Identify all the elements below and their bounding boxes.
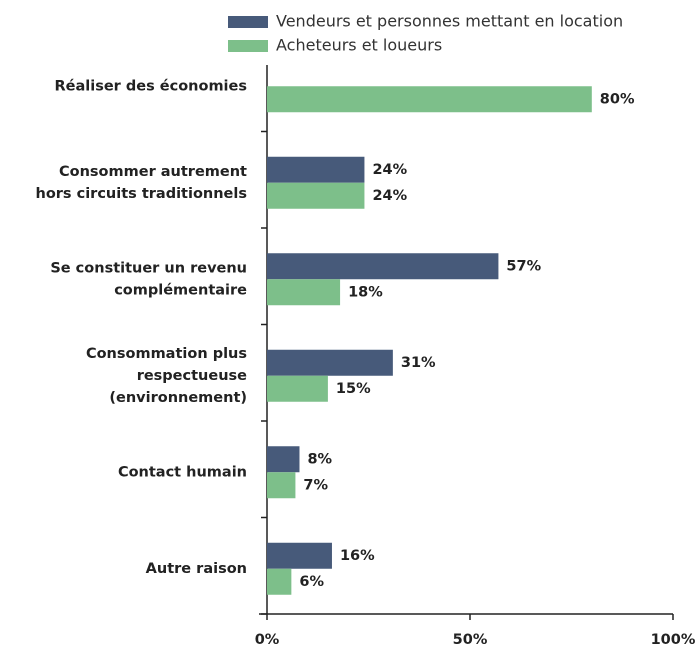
value-label: 31% bbox=[401, 355, 436, 371]
legend-swatch bbox=[228, 16, 268, 28]
bar bbox=[267, 86, 592, 113]
value-label: 24% bbox=[372, 162, 407, 178]
x-tick-label: 100% bbox=[651, 632, 696, 648]
bar bbox=[267, 253, 499, 280]
category-label: Contact humain bbox=[118, 464, 247, 480]
value-label: 8% bbox=[307, 451, 332, 467]
category-label: Se constituer un revenu complémentaire bbox=[50, 260, 247, 298]
bar bbox=[267, 568, 292, 595]
value-label: 24% bbox=[372, 188, 407, 204]
legend-swatch bbox=[228, 40, 268, 52]
bar bbox=[267, 349, 393, 376]
bar bbox=[267, 156, 365, 183]
x-tick-label: 50% bbox=[453, 632, 488, 648]
legend-label: Vendeurs et personnes mettant en locatio… bbox=[276, 12, 623, 31]
value-label: 15% bbox=[336, 381, 371, 397]
category-label: Consommation plus respectueuse (environnem… bbox=[86, 346, 247, 406]
value-label: 18% bbox=[348, 284, 383, 300]
category-label: Consommer autrement hors circuits traditi… bbox=[36, 164, 248, 202]
x-tick-label: 0% bbox=[255, 632, 280, 648]
category-label: Réaliser des économies bbox=[54, 78, 247, 94]
bar bbox=[267, 279, 341, 306]
bar bbox=[267, 182, 365, 209]
bar bbox=[267, 446, 300, 473]
value-label: 57% bbox=[506, 258, 541, 274]
bar bbox=[267, 375, 328, 402]
legend-label: Acheteurs et loueurs bbox=[276, 36, 442, 55]
bar bbox=[267, 542, 332, 569]
value-label: 6% bbox=[299, 574, 324, 590]
value-label: 16% bbox=[340, 548, 375, 564]
value-label: 7% bbox=[303, 477, 328, 493]
value-label: 80% bbox=[600, 91, 635, 107]
category-label: Autre raison bbox=[146, 561, 247, 577]
bar bbox=[267, 472, 296, 499]
